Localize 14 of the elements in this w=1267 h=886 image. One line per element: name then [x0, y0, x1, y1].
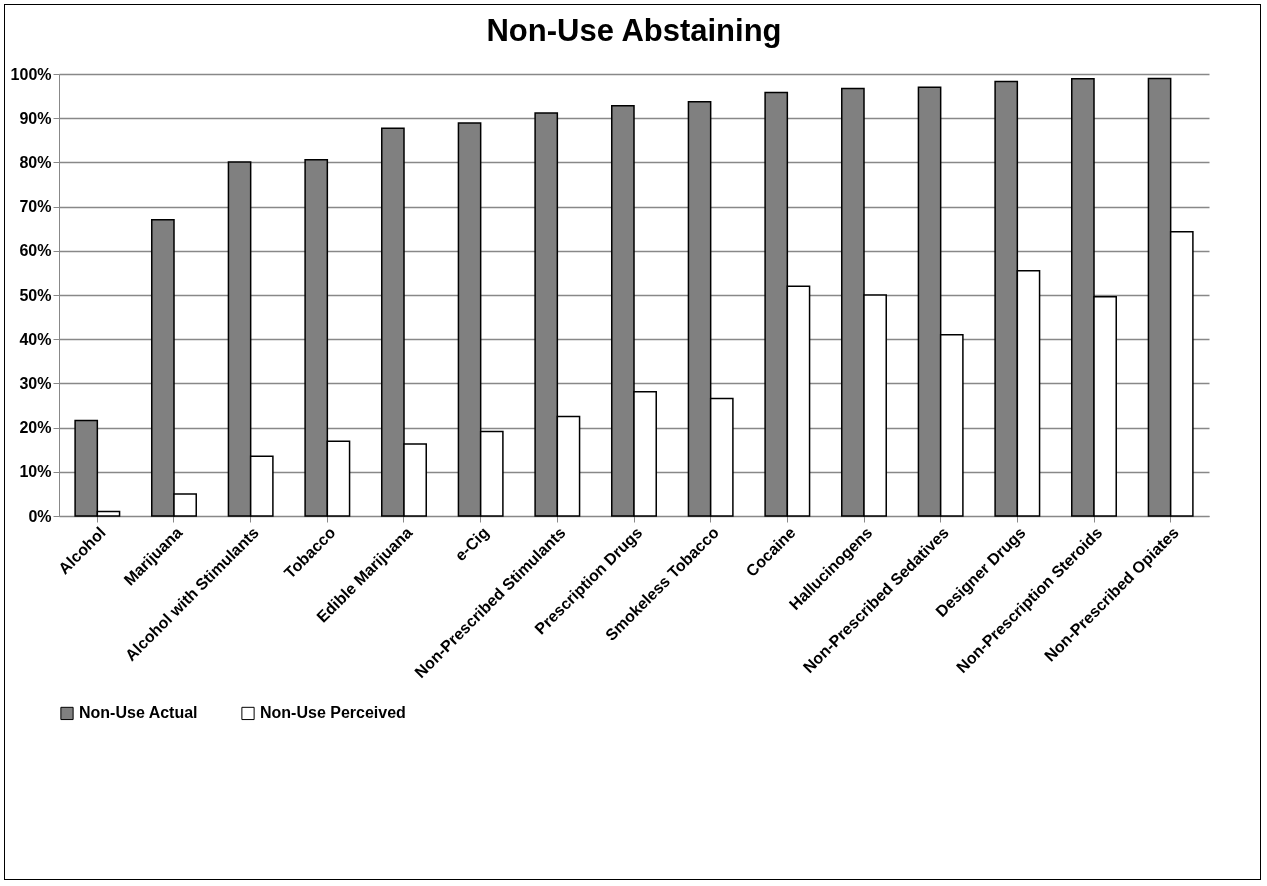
- legend-label: Non-Use Perceived: [260, 704, 406, 722]
- y-tick-label: 40%: [19, 330, 52, 348]
- y-tick-label: 0%: [28, 507, 52, 525]
- y-tick-label: 80%: [19, 153, 52, 171]
- y-tick-label: 90%: [19, 109, 52, 127]
- chart-title: Non-Use Abstaining: [486, 13, 782, 48]
- y-tick-label: 20%: [19, 419, 52, 437]
- y-tick-label: 10%: [19, 463, 52, 481]
- y-tick-label: 30%: [19, 374, 52, 392]
- legend-label: Non-Use Actual: [79, 704, 198, 722]
- y-tick-label: 60%: [19, 242, 52, 260]
- y-tick-label: 50%: [19, 286, 52, 304]
- y-tick-label: 70%: [19, 198, 52, 216]
- y-tick-label: 100%: [10, 65, 52, 83]
